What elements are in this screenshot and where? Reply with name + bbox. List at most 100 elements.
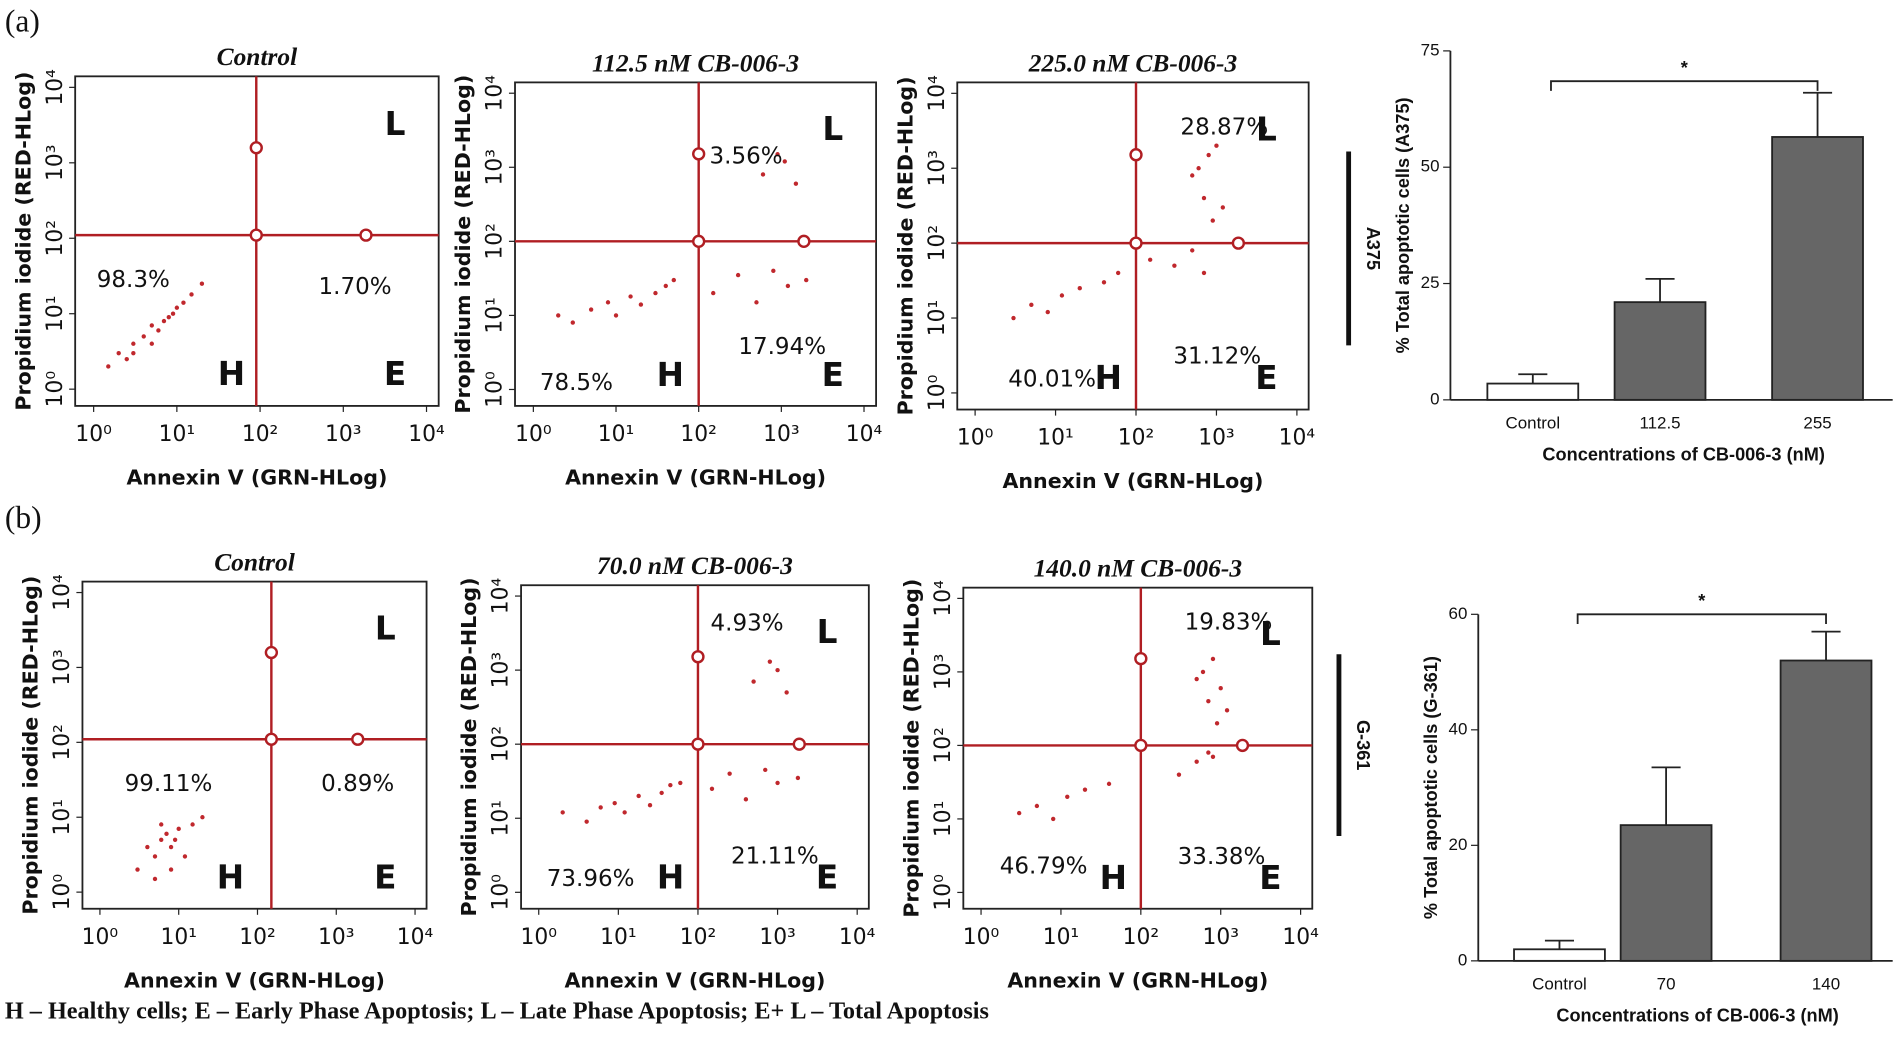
x-tick-label: 112.5 (1639, 414, 1680, 433)
x-tick-label: 10² (1123, 925, 1159, 950)
event-dot (653, 290, 658, 296)
event-dot (1190, 173, 1195, 178)
significance-mark: * (1681, 58, 1689, 78)
y-tick-label: 10⁰ (50, 874, 75, 910)
event-dot (588, 307, 594, 312)
quadrant-percent: 28.87% (1180, 115, 1268, 141)
event-dot (1224, 708, 1230, 713)
event-dot (598, 805, 603, 810)
event-dot (735, 272, 741, 278)
event-dot (1029, 302, 1034, 308)
quadrant-letter: E (374, 858, 396, 896)
x-tick-label: 10² (239, 925, 275, 950)
quadrant-letter: E (822, 356, 844, 394)
gate-handle (792, 737, 806, 751)
quadrant-percent: 98.3% (97, 267, 170, 293)
quadrant-percent: 0.89% (321, 771, 394, 797)
significance-mark: * (1698, 591, 1706, 611)
gate-handle (359, 228, 373, 242)
y-tick-label: 10² (925, 225, 950, 261)
event-dot (793, 181, 799, 186)
gate-handle (1129, 148, 1143, 162)
event-dot (612, 800, 617, 806)
event-dot (181, 300, 186, 305)
quadrant-letter: L (822, 110, 843, 148)
quadrant-percent: 99.11% (125, 771, 213, 797)
y-tick-label: 10⁰ (483, 371, 508, 407)
event-dot (711, 290, 716, 296)
event-dot (1190, 248, 1195, 253)
event-dot (570, 320, 575, 325)
event-dot (124, 356, 129, 362)
quadrant-percent: 46.79% (1000, 854, 1088, 880)
bar (1613, 301, 1707, 401)
x-tick-label: 10¹ (1037, 426, 1073, 451)
event-dot (1106, 781, 1112, 787)
plot-title: Control (214, 547, 296, 576)
event-dot (663, 283, 668, 289)
plot-title: 70.0 nM CB-006-3 (597, 551, 793, 580)
event-dot (1210, 218, 1215, 223)
event-dot (1059, 293, 1065, 298)
event-dot (152, 854, 158, 859)
event-dot (135, 867, 140, 872)
event-dot (176, 826, 181, 832)
x-tick-label: 10⁴ (397, 925, 434, 950)
gate-handle (1235, 738, 1250, 753)
event-dot (145, 844, 150, 850)
x-tick-label: 10³ (325, 422, 361, 447)
x-tick-label: 10¹ (160, 925, 196, 950)
y-tick-label: 60 (1449, 604, 1468, 623)
x-tick-label: 10⁴ (408, 422, 445, 447)
event-dot (1206, 750, 1211, 755)
y-tick-label: 10⁴ (925, 75, 950, 112)
event-dot (636, 793, 641, 799)
quadrant-letter: H (218, 355, 245, 393)
gate-handle (1231, 236, 1246, 250)
event-dot (190, 822, 195, 827)
event-dot (200, 815, 205, 820)
event-dot (182, 854, 188, 859)
x-tick-label: 10¹ (1043, 925, 1079, 950)
event-dot (754, 300, 759, 305)
event-dot (1016, 810, 1022, 816)
y-tick-label: 10⁴ (483, 75, 508, 112)
x-tick-label: 10² (680, 422, 716, 447)
event-dot (1051, 816, 1056, 822)
event-dot (131, 350, 136, 356)
event-dot (1194, 676, 1199, 682)
event-dot (1034, 803, 1040, 809)
y-tick-label: 10¹ (489, 800, 514, 836)
y-axis-label: Propidium iodide (RED-HLog) (457, 578, 481, 917)
event-dot (1194, 759, 1199, 764)
x-tick-label: 10² (242, 422, 278, 447)
event-dot (668, 782, 673, 788)
event-dot (170, 311, 176, 316)
x-axis-label: Annexin V (GRN-HLog) (1007, 968, 1268, 992)
quadrant-letter: L (375, 610, 396, 648)
event-dot (1082, 787, 1088, 792)
y-tick-label: 0 (1430, 389, 1439, 408)
y-tick-label: 0 (1458, 950, 1467, 969)
gate-handle (351, 732, 365, 746)
y-tick-label: 10³ (931, 654, 956, 690)
event-dot (1200, 669, 1206, 675)
quadrant-letter: H (1095, 359, 1122, 397)
x-tick-label: 10⁰ (957, 426, 993, 451)
y-tick-label: 50 (1421, 157, 1440, 176)
y-axis-label: Propidium iodide (RED-HLog) (11, 72, 35, 411)
event-dot (1201, 195, 1207, 201)
x-axis-label: Annexin V (GRN-HLog) (564, 968, 825, 992)
event-dot (584, 819, 589, 824)
event-dot (1220, 205, 1226, 210)
y-tick-label: 10⁴ (43, 69, 68, 106)
x-tick-label: 10⁴ (1282, 925, 1319, 950)
x-axis-label: Concentrations of CB-006-3 (nM) (1556, 1005, 1838, 1025)
quadrant-letter: E (384, 355, 406, 393)
x-tick-label: 255 (1803, 414, 1831, 433)
plot-title: 225.0 nM CB-006-3 (1028, 48, 1238, 77)
event-dot (159, 837, 164, 842)
y-axis-label: % Total apoptotic cells (G-361) (1421, 656, 1441, 919)
